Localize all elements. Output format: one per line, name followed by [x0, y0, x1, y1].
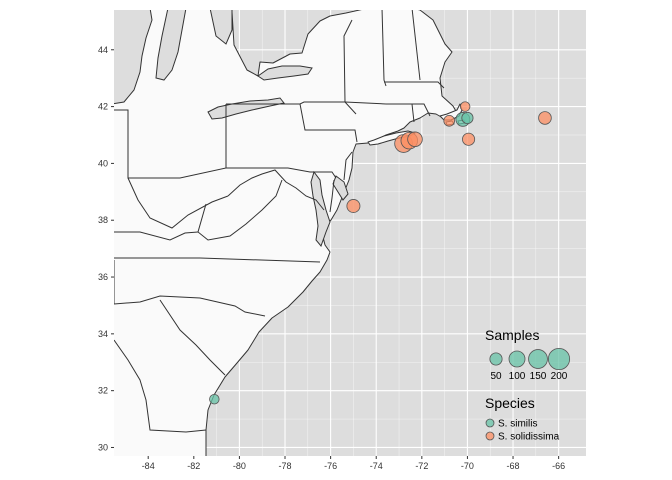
sample-point	[538, 111, 552, 125]
species-legend-label: S. solidissima	[498, 432, 560, 443]
color-legend-title: Species	[485, 395, 535, 411]
size-legend-label: 200	[551, 371, 568, 382]
species-legend-key	[485, 431, 495, 441]
x-tick-label: -70	[461, 461, 474, 471]
x-tick-label: -80	[233, 461, 246, 471]
size-legend-key	[489, 352, 503, 366]
sample-point	[461, 111, 474, 124]
size-legend-label: 150	[530, 371, 547, 382]
delaware-bay	[332, 175, 349, 201]
lake-michigan	[114, 10, 153, 105]
sample-point	[346, 199, 361, 213]
sample-points	[209, 101, 552, 405]
species-legend-label: S. similis	[498, 419, 537, 430]
y-tick-label: 32	[98, 386, 108, 396]
y-tick-label: 38	[98, 215, 108, 225]
lake-huron-east	[209, 10, 233, 45]
state-borders	[114, 10, 445, 433]
sample-point	[209, 393, 220, 405]
sample-point	[407, 131, 423, 147]
x-tick-label: -82	[187, 461, 200, 471]
sample-point	[459, 101, 471, 112]
x-tick-label: -78	[279, 461, 292, 471]
x-tick-label: -72	[415, 461, 428, 471]
size-legend-key	[528, 349, 548, 369]
sample-point	[462, 132, 476, 146]
us-mainland-land	[114, 10, 458, 456]
y-tick-label: 36	[98, 272, 108, 282]
color-legend-items: S. similis S. solidissima	[485, 418, 560, 443]
size-legend-key	[547, 347, 571, 371]
y-tick-label: 30	[98, 442, 108, 452]
lake-ontario	[257, 65, 313, 81]
x-tick-label: -84	[142, 461, 155, 471]
chesapeake-bay	[310, 170, 331, 247]
species-legend-key	[485, 418, 495, 428]
axes: -84 -82 -80 -78 -76 -74 -72 -70 -68 -66 30 32 34 36 38…	[98, 45, 565, 471]
lake-huron	[155, 10, 187, 81]
y-tick-label: 42	[98, 102, 108, 112]
y-tick-label: 44	[98, 45, 108, 55]
legend: Samples 50 100 150 200 Species S. similisS.…	[485, 327, 571, 443]
size-legend-items: 50 100 150 200	[489, 347, 571, 382]
y-tick-label: 40	[98, 158, 108, 168]
x-tick-label: -68	[507, 461, 520, 471]
x-tick-label: -76	[324, 461, 337, 471]
size-legend-label: 50	[490, 371, 502, 382]
y-tick-label: 34	[98, 329, 108, 339]
x-tick-label: -74	[370, 461, 383, 471]
size-legend-key	[508, 350, 526, 368]
sample-point	[443, 115, 455, 127]
size-legend-label: 100	[509, 371, 526, 382]
size-legend-title: Samples	[485, 327, 539, 343]
land-layer	[114, 10, 466, 456]
x-tick-label: -66	[552, 461, 565, 471]
